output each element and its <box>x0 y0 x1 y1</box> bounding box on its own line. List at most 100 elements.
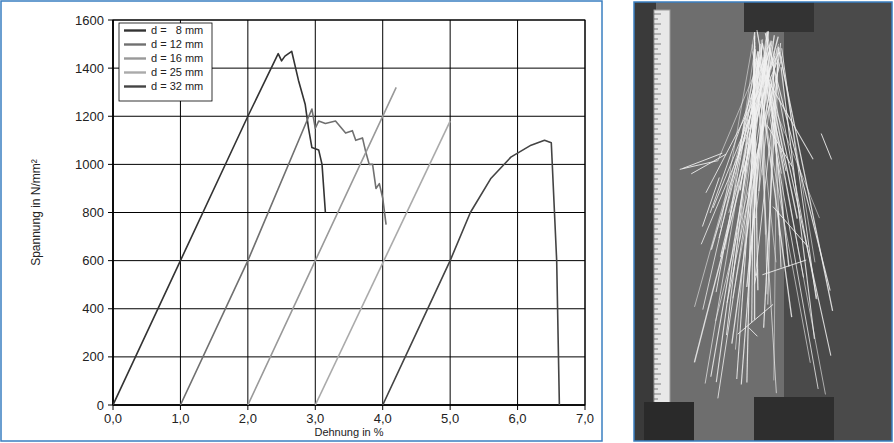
ruler-tick <box>654 329 658 330</box>
y-tick-label: 1400 <box>75 61 104 76</box>
ruler-tick <box>654 359 658 360</box>
ruler-tick <box>654 179 658 180</box>
fibre <box>768 51 774 304</box>
y-tick-label: 1000 <box>75 157 104 172</box>
legend-label: d = 12 mm <box>151 38 203 50</box>
y-tick-label: 200 <box>82 349 104 364</box>
grid-line-y <box>113 308 585 309</box>
clamp <box>754 397 834 441</box>
fibre <box>738 304 773 334</box>
ruler-tick <box>654 284 661 285</box>
legend-label: d = 8 mm <box>151 24 203 36</box>
series-group <box>113 51 559 405</box>
ruler-tick <box>654 184 661 185</box>
ruler-tick <box>654 164 661 165</box>
ruler-tick <box>654 304 661 305</box>
ruler-tick <box>654 214 661 215</box>
ruler-tick <box>654 264 661 265</box>
series-line <box>315 121 450 405</box>
fibre <box>759 55 818 389</box>
ruler-tick <box>654 69 658 70</box>
ruler-tick <box>654 379 658 380</box>
fibre <box>779 52 832 311</box>
ruler-tick <box>654 169 658 170</box>
legend-swatch <box>124 57 146 59</box>
photo-frame-left <box>634 2 656 441</box>
ruler-tick <box>654 59 658 60</box>
ruler-tick <box>654 319 658 320</box>
legend: d = 8 mmd = 12 mmd = 16 mmd = 25 mmd = 3… <box>119 23 212 101</box>
ruler-tick <box>654 29 658 30</box>
fibre <box>695 48 767 307</box>
figure: 0,01,02,03,04,05,06,07,00200400600800100… <box>0 0 894 443</box>
fibre <box>774 60 778 380</box>
x-tick-label: 3,0 <box>306 411 324 426</box>
ruler <box>654 10 670 410</box>
x-axis-title: Dehnung in % <box>314 426 383 438</box>
ruler-tick <box>654 94 661 95</box>
fibre <box>716 43 762 382</box>
ruler-tick <box>654 219 658 220</box>
ruler-tick <box>654 189 658 190</box>
ruler-tick <box>654 354 661 355</box>
ruler-tick <box>654 254 661 255</box>
ruler-tick <box>654 369 658 370</box>
x-axis <box>113 404 585 406</box>
fibre <box>761 40 767 295</box>
ruler-tick <box>654 19 658 20</box>
x-tick-label: 5,0 <box>441 411 459 426</box>
legend-label: d = 25 mm <box>151 66 203 78</box>
fibre <box>778 211 781 268</box>
ruler-tick <box>654 74 661 75</box>
ruler-tick <box>654 314 661 315</box>
ruler-tick <box>654 324 661 325</box>
ruler-tick <box>654 134 661 135</box>
x-tick-label: 2,0 <box>239 411 257 426</box>
ruler-tick <box>654 309 658 310</box>
ruler-tick <box>654 344 661 345</box>
y-tick-label: 800 <box>82 205 104 220</box>
y-axis-title: Spannung in N/mm² <box>29 159 43 266</box>
ruler-tick <box>654 244 661 245</box>
fibre <box>765 33 830 291</box>
clamp <box>644 402 694 441</box>
grid <box>108 20 585 410</box>
ruler-tick <box>654 389 658 390</box>
plot-frame <box>113 20 585 405</box>
photo <box>634 2 892 441</box>
legend-swatch <box>124 43 146 45</box>
ruler-tick <box>654 259 658 260</box>
y-tick-label: 1200 <box>75 109 104 124</box>
ruler-tick <box>654 199 658 200</box>
fibre <box>694 37 778 363</box>
series-line <box>248 87 396 405</box>
ruler-tick <box>654 394 661 395</box>
x-tick-label: 0,0 <box>104 411 122 426</box>
ruler-tick <box>654 39 658 40</box>
clamp <box>744 2 814 32</box>
x-tick-label: 4,0 <box>374 411 392 426</box>
ruler-tick <box>654 129 658 130</box>
ruler-tick <box>654 64 661 65</box>
ruler-tick <box>654 144 661 145</box>
x-tick-label: 1,0 <box>171 411 189 426</box>
y-tick-label: 600 <box>82 253 104 268</box>
fibre <box>763 44 831 356</box>
ruler-tick <box>654 249 658 250</box>
ruler-tick <box>654 194 661 195</box>
fibre <box>767 125 792 167</box>
legend-swatch <box>124 71 146 73</box>
ruler-tick <box>654 104 661 105</box>
chart-panel <box>1 1 602 441</box>
fibre <box>762 260 806 275</box>
tick-labels: 0,01,02,03,04,05,06,07,00200400600800100… <box>75 13 594 427</box>
ruler-tick <box>654 79 658 80</box>
grid-line-y <box>113 116 585 117</box>
y-tick-label: 1600 <box>75 13 104 28</box>
ruler-tick <box>654 109 658 110</box>
ruler-tick <box>654 154 661 155</box>
ruler-tick <box>654 49 658 50</box>
ruler-tick <box>654 339 658 340</box>
ruler-tick <box>654 279 658 280</box>
series-line <box>180 109 386 405</box>
